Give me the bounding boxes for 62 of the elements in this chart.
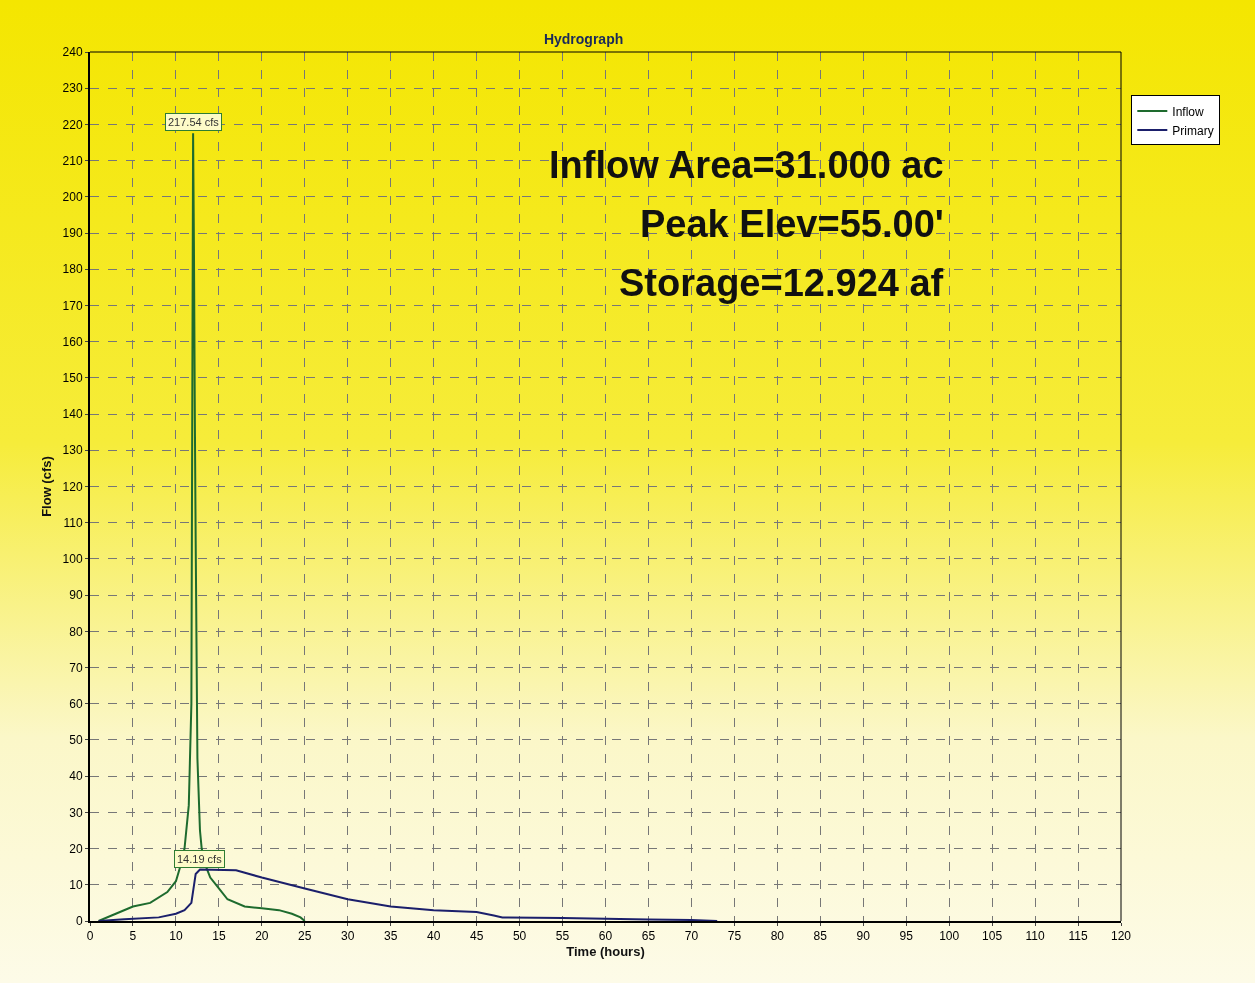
x-tick-label: 5 bbox=[129, 929, 137, 944]
y-tick-label: 0 bbox=[75, 914, 83, 929]
y-tick-label: 220 bbox=[62, 117, 83, 132]
x-tick-label: 70 bbox=[684, 929, 699, 944]
line-series bbox=[97, 868, 719, 921]
annotation: 217.54 cfs bbox=[168, 116, 220, 128]
y-tick-label: 100 bbox=[62, 552, 83, 567]
x-tick-label: 15 bbox=[212, 929, 226, 944]
x-tick-label: 80 bbox=[770, 929, 785, 944]
x-tick-label: 75 bbox=[727, 929, 742, 944]
legend-label: Inflow bbox=[1172, 104, 1204, 119]
x-tick-label: 65 bbox=[641, 929, 656, 944]
y-tick-label: 140 bbox=[62, 407, 83, 422]
annotation: Inflow Area=31.000 ac bbox=[549, 144, 944, 186]
x-tick-label: 0 bbox=[86, 929, 94, 944]
legend-label: Primary bbox=[1172, 123, 1214, 138]
y-tick-label: 150 bbox=[62, 371, 83, 386]
y-tick-label: 80 bbox=[69, 624, 83, 639]
x-tick-label: 55 bbox=[555, 929, 570, 944]
y-tick-label: 160 bbox=[62, 334, 83, 349]
x-tick-label: 110 bbox=[1025, 929, 1045, 944]
x-tick-label: 115 bbox=[1068, 929, 1088, 944]
annotation: Storage=12.924 af bbox=[619, 262, 944, 304]
chart-title: Hydrograph bbox=[543, 31, 624, 48]
x-tick-label: 20 bbox=[255, 929, 269, 944]
x-tick-label: 100 bbox=[939, 929, 960, 944]
x-tick-label: 10 bbox=[169, 929, 183, 944]
x-axis-title: Time (hours) bbox=[566, 943, 645, 959]
line-series bbox=[97, 132, 306, 921]
x-tick-label: 60 bbox=[598, 929, 613, 944]
x-tick-label: 85 bbox=[813, 929, 828, 944]
annotation: Peak Elev=55.00' bbox=[640, 203, 944, 245]
y-tick-label: 210 bbox=[62, 153, 83, 168]
x-tick-label: 30 bbox=[341, 929, 355, 944]
y-tick-label: 120 bbox=[62, 479, 83, 494]
y-tick-label: 230 bbox=[62, 81, 83, 96]
y-tick-label: 40 bbox=[69, 769, 83, 784]
x-tick-label: 50 bbox=[512, 929, 527, 944]
y-tick-label: 180 bbox=[62, 262, 83, 277]
y-tick-label: 50 bbox=[69, 733, 83, 748]
x-tick-label: 105 bbox=[982, 929, 1003, 944]
y-tick-label: 30 bbox=[69, 805, 83, 820]
y-tick-label: 190 bbox=[62, 226, 83, 241]
y-tick-label: 70 bbox=[69, 660, 83, 675]
x-tick-label: 90 bbox=[856, 929, 871, 944]
y-tick-label: 110 bbox=[63, 515, 83, 530]
y-tick-label: 60 bbox=[69, 696, 83, 711]
y-tick-label: 90 bbox=[69, 588, 83, 603]
x-tick-label: 25 bbox=[298, 929, 312, 944]
y-axis-title: Flow (cfs) bbox=[39, 456, 55, 517]
y-tick-label: 170 bbox=[62, 298, 83, 313]
y-tick-label: 130 bbox=[62, 443, 83, 458]
annotation: 14.19 cfs bbox=[177, 853, 223, 865]
y-tick-label: 20 bbox=[69, 841, 83, 856]
y-tick-label: 240 bbox=[62, 45, 83, 60]
x-tick-label: 45 bbox=[469, 929, 484, 944]
y-tick-label: 200 bbox=[62, 190, 83, 205]
x-tick-label: 35 bbox=[384, 929, 398, 944]
y-tick-label: 10 bbox=[69, 877, 83, 892]
x-tick-label: 120 bbox=[1110, 929, 1132, 944]
x-tick-label: 95 bbox=[899, 929, 914, 944]
x-tick-label: 40 bbox=[426, 929, 441, 944]
